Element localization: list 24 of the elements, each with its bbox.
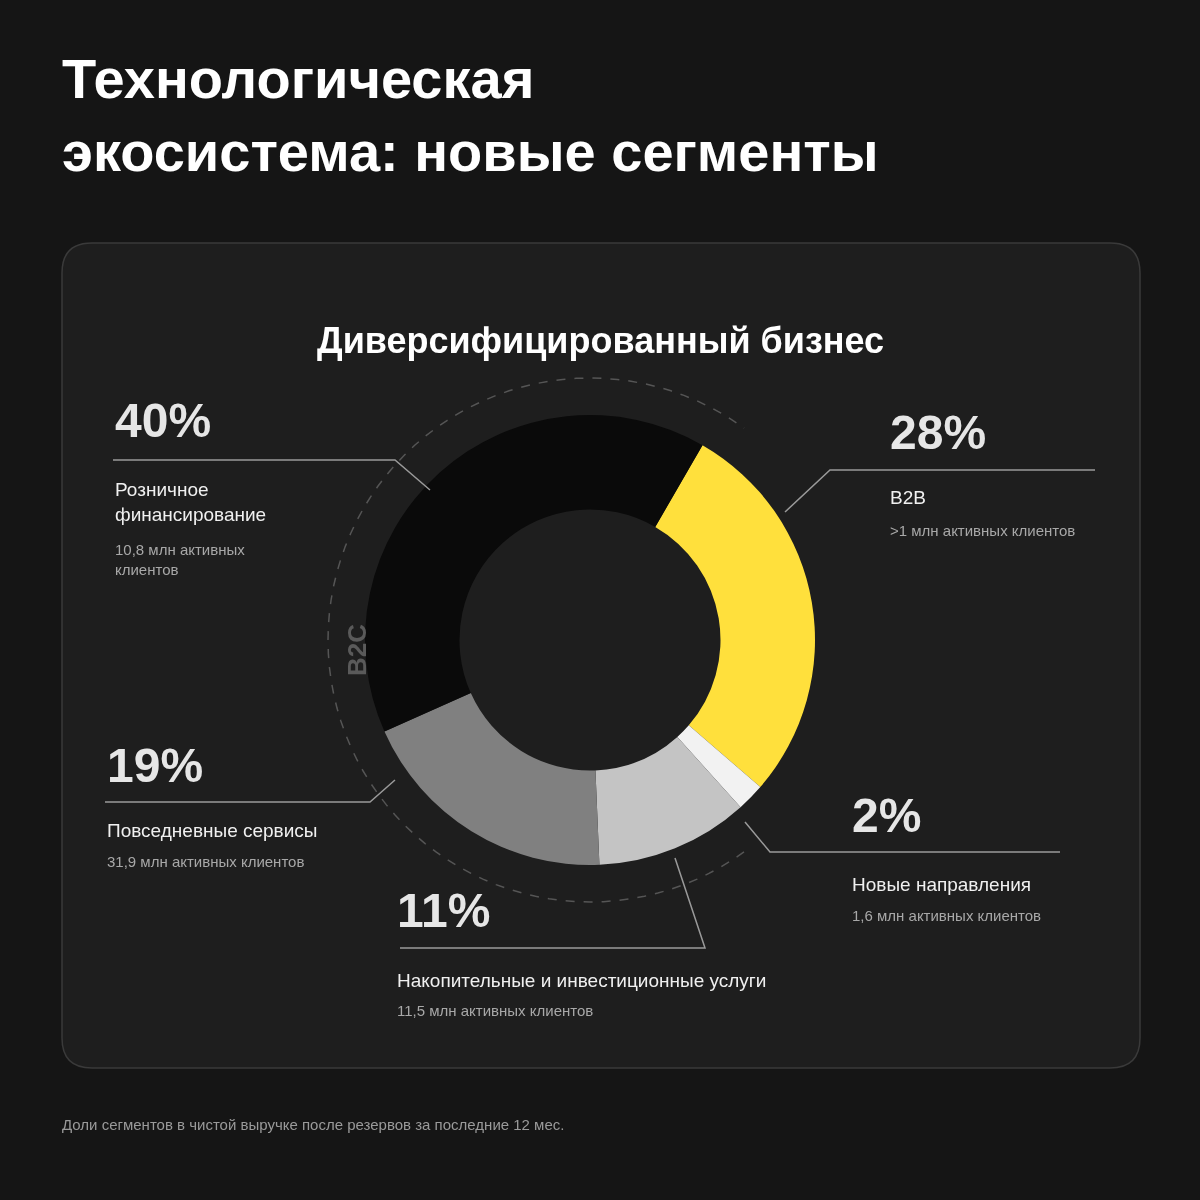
text: 31,9 млн активных клиентов (107, 853, 305, 870)
donut-slice (384, 693, 600, 865)
data-label: 19% (107, 739, 204, 792)
data-label: 11% (397, 884, 491, 937)
data-label: 40% (115, 394, 212, 447)
slice-label: Новые направления (852, 874, 1032, 895)
chart-title: Технологическая экосистема: новые сегменты (62, 47, 879, 183)
slice-label: Розничное финансирование (115, 479, 267, 525)
text: B2C (342, 623, 372, 676)
slice-label: Повседневные сервисы (107, 820, 318, 841)
slice-label: Накопительные и инвестиционные услуги (397, 970, 767, 991)
chart-subtitle: Диверсифицированный бизнес (317, 320, 885, 361)
data-label: 28% (890, 406, 987, 459)
donut-slice (677, 725, 761, 808)
donut-slice (595, 736, 741, 865)
text: Доли сегментов в чистой выручке после резервов за последние 12 мес. (62, 1116, 565, 1133)
text: 11,5 млн активных клиентов (397, 1002, 594, 1019)
donut-slice (365, 415, 703, 732)
text: 1,6 млн активных клиентов (852, 907, 1042, 924)
donut-slice (655, 445, 815, 788)
slice-label: B2B (890, 487, 926, 508)
text: >1 млн активных клиентов (890, 522, 1076, 539)
text: 10,8 млн активных клиентов (115, 541, 246, 578)
data-label: 2% (852, 789, 922, 842)
